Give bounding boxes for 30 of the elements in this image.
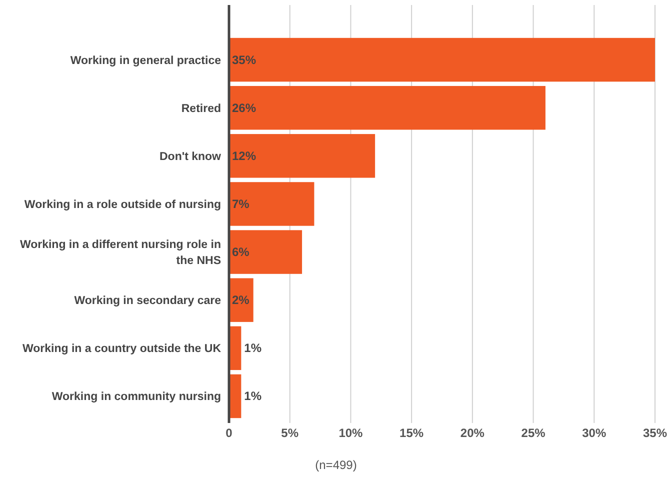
data-label: 12%: [232, 148, 256, 163]
y-tick-label: Don't know: [159, 150, 222, 163]
x-tick-label: 30%: [582, 426, 606, 440]
data-label: 26%: [232, 100, 256, 115]
y-tick-label: Working in a role outside of nursing: [24, 198, 221, 211]
data-label: 1%: [244, 389, 262, 404]
x-tick-label: 25%: [521, 426, 546, 440]
bar: [229, 134, 376, 178]
data-label: 2%: [232, 293, 250, 308]
x-tick-label: 20%: [460, 426, 485, 440]
x-tick-label: 35%: [642, 426, 668, 440]
x-tick-label: 5%: [281, 426, 299, 440]
x-tick-label: 15%: [400, 426, 424, 440]
data-label: 7%: [232, 196, 250, 211]
text: (n=499): [315, 458, 357, 472]
bar: [229, 38, 655, 82]
x-tick-label: 0: [226, 426, 233, 440]
bar: [229, 182, 314, 226]
data-label: 1%: [244, 341, 262, 356]
bar: [229, 86, 546, 130]
y-tick-label: Working in general practice: [70, 54, 221, 67]
bar: [229, 230, 302, 274]
y-tick-label: Retired: [181, 102, 221, 115]
data-label: 6%: [232, 245, 250, 260]
y-tick-label: Working in a country outside the UK: [22, 343, 222, 356]
x-tick-label: 10%: [338, 426, 364, 440]
y-tick-label: Working in community nursing: [52, 391, 221, 404]
y-tick-label: Working in a different nursing role in the NHS: [20, 239, 222, 268]
data-label: 35%: [232, 52, 256, 67]
y-tick-label: Working in secondary care: [74, 295, 221, 308]
